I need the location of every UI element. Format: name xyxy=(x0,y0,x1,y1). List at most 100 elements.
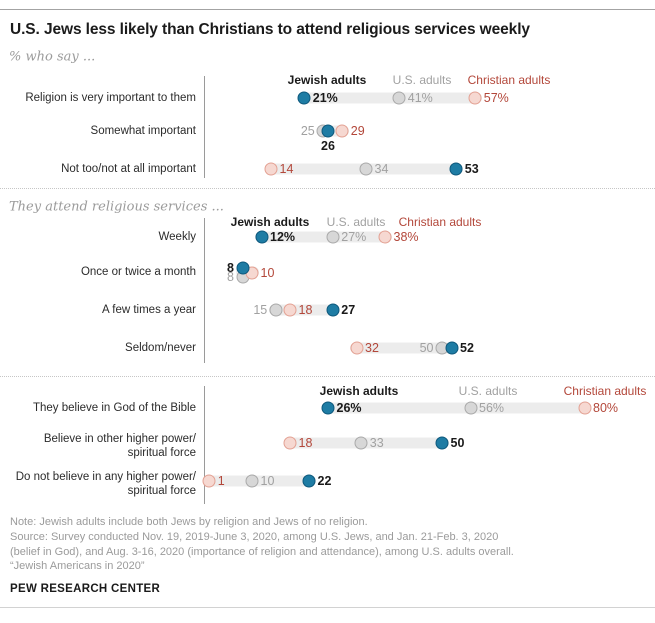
legend-christian: Christian adults xyxy=(467,73,551,87)
value-label-christian: 1 xyxy=(217,474,225,488)
dot-us xyxy=(245,474,259,488)
value-label-jewish: 12% xyxy=(270,230,296,244)
row-label: Not too/not at all important xyxy=(61,163,196,175)
section-separator xyxy=(0,188,655,189)
dot-christian xyxy=(283,303,297,317)
dot-jewish xyxy=(297,91,311,105)
value-label-jewish: 27 xyxy=(341,303,356,317)
section-heading: They attend religious services ... xyxy=(9,199,224,215)
dot-jewish xyxy=(321,124,335,138)
dot-us xyxy=(269,303,283,317)
brand: PEW RESEARCH CENTER xyxy=(10,583,161,595)
row-label: Weekly xyxy=(158,231,197,243)
legend-christian: Christian adults xyxy=(398,215,482,229)
legend-jewish: Jewish adults xyxy=(230,215,310,229)
report-title-line: “Jewish Americans in 2020” xyxy=(10,560,145,572)
bottom-rule xyxy=(0,607,655,608)
chart-title: U.S. Jews less likely than Christians to… xyxy=(10,21,530,38)
row-label: spiritual force xyxy=(127,485,196,497)
dot-track xyxy=(202,475,316,487)
value-label-jewish: 50 xyxy=(450,436,465,450)
source-line: (belief in God), and Aug. 3-16, 2020 (im… xyxy=(10,546,514,558)
dot-us xyxy=(392,91,406,105)
dot-christian xyxy=(468,91,482,105)
dot-christian xyxy=(202,474,216,488)
section-separator xyxy=(0,376,655,377)
value-label-us: 8 xyxy=(227,270,234,284)
dot-jewish xyxy=(449,162,463,176)
dot-track xyxy=(350,342,458,354)
value-label-christian: 18 xyxy=(298,303,313,317)
dot-jewish xyxy=(326,303,340,317)
axis-line xyxy=(204,76,205,178)
row-label: Somewhat important xyxy=(90,125,196,137)
legend-us: U.S. adults xyxy=(458,384,518,398)
dot-us xyxy=(359,162,373,176)
dot-christian xyxy=(335,124,349,138)
value-label-christian: 57% xyxy=(483,91,509,105)
value-label-us: 27% xyxy=(341,230,367,244)
dot-jewish xyxy=(236,261,249,275)
dot-jewish xyxy=(445,341,458,355)
value-label-jewish: 8 xyxy=(227,261,234,275)
value-label-jewish: 26% xyxy=(336,401,362,415)
value-label-us: 33 xyxy=(369,436,384,450)
legend-jewish: Jewish adults xyxy=(287,73,367,87)
value-label-us: 56% xyxy=(479,401,505,415)
value-label-us: 25 xyxy=(300,124,315,138)
dot-us xyxy=(326,230,340,244)
row-label: Religion is very important to them xyxy=(25,92,196,104)
row-label: Seldom/never xyxy=(125,342,196,354)
value-label-jewish: 21% xyxy=(312,91,338,105)
row-label: Once or twice a month xyxy=(80,266,196,278)
value-label-jewish: 53 xyxy=(464,162,479,176)
value-label-christian: 29 xyxy=(350,124,365,138)
footnote-line: Note: Jewish adults include both Jews by… xyxy=(10,516,368,528)
value-label-jewish: 26 xyxy=(321,138,335,153)
row-label: Do not believe in any higher power/ xyxy=(15,471,196,483)
dot-christian xyxy=(264,162,278,176)
dot-track xyxy=(269,304,340,316)
dot-plot: % who say ... Jewish adults U.S. adults Chr… xyxy=(0,49,655,504)
dot-track xyxy=(297,92,482,104)
legend-us: U.S. adults xyxy=(392,73,452,87)
dot-us xyxy=(354,436,368,450)
value-label-christian: 18 xyxy=(298,436,313,450)
value-label-christian: 32 xyxy=(365,341,379,355)
legend-christian: Christian adults xyxy=(563,384,647,398)
value-label-jewish: 22 xyxy=(317,474,332,488)
value-label-jewish: 52 xyxy=(460,341,474,355)
row-label: A few times a year xyxy=(102,304,196,316)
dot-track xyxy=(321,402,591,414)
dot-jewish xyxy=(302,474,316,488)
dot-christian xyxy=(578,401,591,415)
section-heading: % who say ... xyxy=(9,49,96,65)
dot-us xyxy=(464,401,477,415)
value-label-us: 10 xyxy=(260,474,275,488)
dot-jewish xyxy=(255,230,268,244)
value-label-christian: 14 xyxy=(279,162,294,176)
legend-us: U.S. adults xyxy=(326,215,386,229)
row-label: spiritual force xyxy=(127,447,196,459)
value-label-us: 34 xyxy=(374,162,389,176)
row-label: Believe in other higher power/ xyxy=(43,433,196,445)
dot-track xyxy=(255,231,392,243)
source-line: Source: Survey conducted Nov. 19, 2019-J… xyxy=(10,531,499,543)
value-label-christian: 10 xyxy=(260,266,275,280)
dot-jewish xyxy=(321,401,335,415)
value-label-us: 15 xyxy=(253,303,268,317)
value-label-christian: 80% xyxy=(593,401,619,415)
dot-jewish xyxy=(435,436,449,450)
axis-line xyxy=(204,386,205,504)
dot-christian xyxy=(283,436,297,450)
value-label-us: 50 xyxy=(419,341,434,355)
dot-christian xyxy=(378,230,392,244)
row-label: They believe in God of the Bible xyxy=(32,402,196,414)
value-label-christian: 38% xyxy=(393,230,419,244)
legend-jewish: Jewish adults xyxy=(319,384,399,398)
axis-line xyxy=(204,218,205,363)
value-label-us: 41% xyxy=(407,91,433,105)
dot-christian xyxy=(350,341,363,355)
top-rule xyxy=(0,9,655,10)
